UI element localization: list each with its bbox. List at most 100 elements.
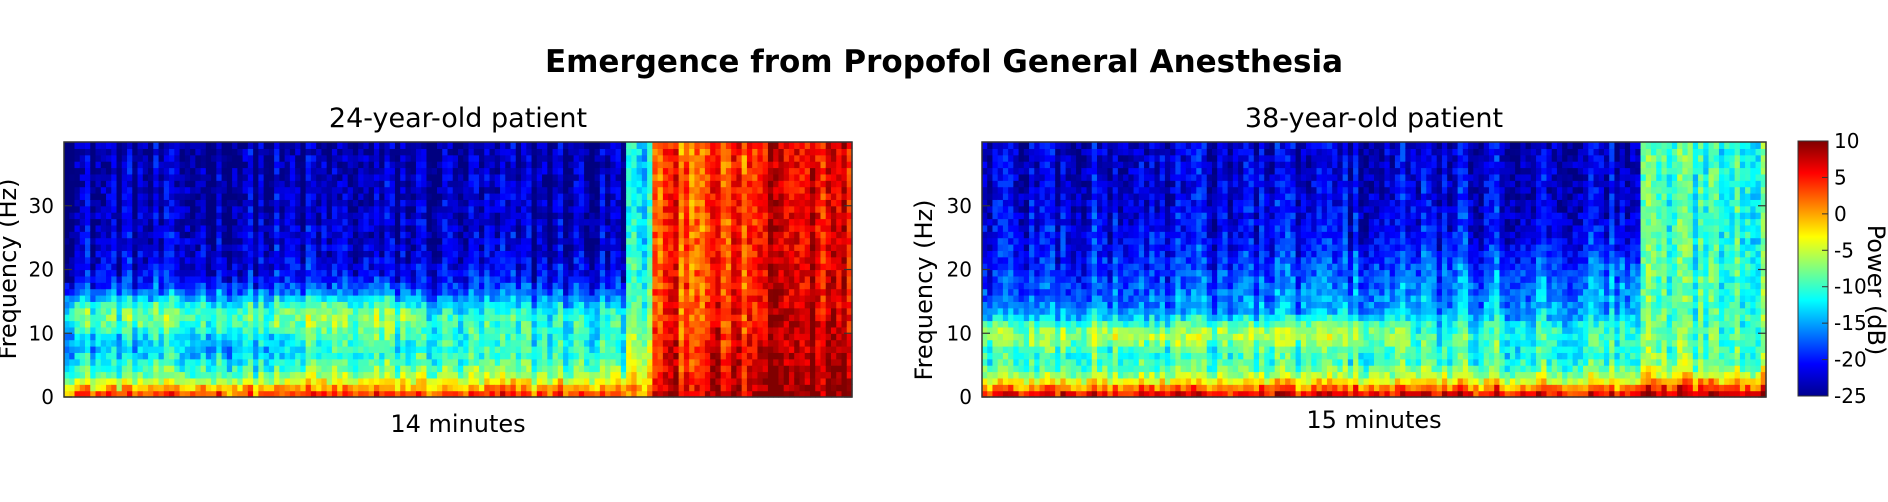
spectrogram-cell	[79, 199, 86, 207]
spectrogram-cell	[352, 244, 359, 251]
spectrogram-cell	[468, 320, 475, 328]
spectrogram-cell	[127, 339, 133, 347]
spectrogram-cell	[384, 339, 391, 347]
spectrogram-cell	[494, 352, 501, 360]
spectrogram-cell	[489, 250, 496, 258]
spectrogram-cell	[384, 301, 391, 309]
spectrogram-cell	[69, 224, 76, 232]
spectrogram-cell	[284, 218, 291, 226]
spectrogram-cell	[127, 218, 133, 226]
spectrogram-cell	[515, 295, 522, 302]
spectrogram-cell	[253, 326, 259, 334]
spectrogram-cell	[148, 244, 154, 251]
spectrogram-cell	[394, 365, 401, 373]
spectrogram-cell	[137, 282, 144, 290]
spectrogram-cell	[489, 161, 496, 169]
spectrogram-cell	[148, 186, 154, 194]
spectrogram-cell	[116, 180, 123, 188]
spectrogram-cell	[605, 199, 611, 207]
spectrogram-cell	[190, 148, 196, 156]
spectrogram-cell	[384, 180, 391, 188]
spectrogram-cell	[352, 148, 359, 156]
spectrogram-cell	[384, 288, 391, 296]
spectrogram-cell	[468, 205, 475, 213]
spectrogram-cell	[200, 384, 207, 392]
spectrogram-cell	[358, 142, 365, 149]
spectrogram-cell	[106, 365, 112, 373]
spectrogram-cell	[216, 161, 223, 169]
spectrogram-cell	[531, 295, 538, 302]
spectrogram-cell	[647, 180, 653, 188]
spectrogram-cell	[226, 371, 233, 379]
spectrogram-cell	[704, 244, 711, 251]
spectrogram-cell	[468, 231, 475, 239]
spectrogram-cell	[641, 148, 648, 156]
spectrogram-cell	[689, 301, 695, 309]
spectrogram-cell	[363, 173, 370, 181]
spectrogram-cell	[95, 333, 102, 341]
spectrogram-cell	[657, 352, 664, 360]
spectrogram-cell	[652, 371, 659, 379]
spectrogram-cell	[636, 224, 643, 232]
spectrogram-cell	[531, 161, 538, 169]
spectrogram-cell	[158, 186, 165, 194]
spectrogram-cell	[473, 384, 480, 392]
spectrogram-cell	[605, 390, 611, 398]
spectrogram-cell	[174, 282, 181, 290]
spectrogram-cell	[184, 256, 191, 264]
spectrogram-cell	[190, 173, 196, 181]
spectrogram-cell	[74, 205, 81, 213]
spectrogram-cell	[326, 218, 333, 226]
spectrogram-cell	[373, 320, 380, 328]
spectrogram-cell	[547, 377, 554, 385]
spectrogram-cell	[111, 377, 118, 385]
spectrogram-cell	[447, 295, 454, 302]
spectrogram-cell	[400, 307, 407, 315]
spectrogram-cell	[631, 307, 638, 315]
spectrogram-cell	[174, 365, 181, 373]
spectrogram-cell	[573, 205, 580, 213]
spectrogram-cell	[137, 377, 144, 385]
spectrogram-cell	[85, 180, 91, 188]
spectrogram-cell	[610, 256, 617, 264]
spectrogram-cell	[358, 224, 365, 232]
spectrogram-cell	[274, 205, 280, 213]
spectrogram-cell	[195, 358, 202, 366]
spectrogram-cell	[405, 390, 412, 398]
spectrogram-cell	[64, 231, 70, 239]
spectrogram-cell	[463, 365, 470, 373]
spectrogram-cell	[620, 218, 627, 226]
spectrogram-cell	[179, 148, 186, 156]
spectrogram-cell	[678, 333, 685, 341]
spectrogram-cell	[626, 371, 632, 379]
spectrogram-cell	[631, 186, 638, 194]
spectrogram-cell	[163, 301, 170, 309]
spectrogram-cell	[211, 358, 217, 366]
spectrogram-cell	[379, 263, 386, 271]
spectrogram-cell	[615, 282, 622, 290]
spectrogram-cell	[85, 295, 91, 302]
spectrogram-cell	[111, 390, 118, 398]
spectrogram-cell	[631, 301, 638, 309]
spectrogram-cell	[400, 365, 407, 373]
spectrogram-cell	[710, 358, 717, 366]
spectrogram-cell	[447, 244, 454, 251]
spectrogram-cell	[458, 180, 464, 188]
spectrogram-cell	[484, 218, 491, 226]
spectrogram-cell	[305, 269, 312, 277]
spectrogram-cell	[689, 167, 695, 175]
spectrogram-cell	[137, 199, 144, 207]
spectrogram-cell	[657, 346, 664, 353]
spectrogram-cell	[431, 358, 438, 366]
spectrogram-cell	[310, 307, 317, 315]
spectrogram-cell	[184, 148, 191, 156]
spectrogram-cell	[447, 161, 454, 169]
spectrogram-cell	[347, 218, 354, 226]
spectrogram-cell	[704, 161, 711, 169]
spectrogram-cell	[394, 218, 401, 226]
spectrogram-cell	[626, 377, 632, 385]
spectrogram-cell	[542, 365, 548, 373]
spectrogram-cell	[515, 371, 522, 379]
spectrogram-cell	[100, 390, 107, 398]
spectrogram-cell	[505, 365, 512, 373]
